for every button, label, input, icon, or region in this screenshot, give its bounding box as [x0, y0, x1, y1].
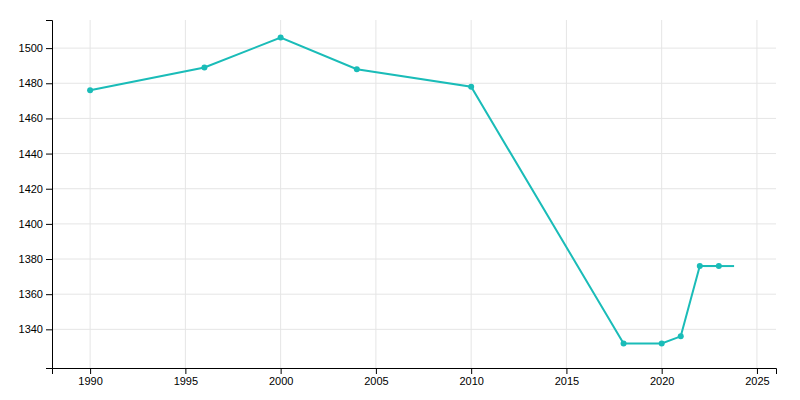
x-axis-line [53, 369, 777, 375]
x-axis-tick-mark [566, 368, 567, 374]
y-axis-tick-mark [46, 329, 52, 330]
y-grid-line [52, 294, 776, 295]
x-axis-tick-mark [376, 368, 377, 374]
y-axis-tick-mark [46, 154, 52, 155]
y-grid-line [52, 83, 776, 84]
y-axis-tick-mark [46, 259, 52, 260]
x-grid-line [566, 20, 567, 368]
x-axis-tick-mark [757, 368, 758, 374]
x-grid-line [661, 20, 662, 368]
y-axis-tick: 1360 [19, 288, 52, 300]
x-axis-tick: 1990 [78, 368, 102, 387]
x-axis-tick: 2000 [269, 368, 293, 387]
point [659, 340, 665, 346]
y-grid-line [52, 188, 776, 189]
y-axis-tick: 1380 [19, 253, 52, 265]
y-axis-line [46, 21, 53, 369]
x-axis-tick-label: 2010 [459, 375, 483, 387]
x-axis-tick-label: 2005 [364, 375, 388, 387]
y-axis-tick-label: 1400 [19, 218, 43, 230]
y-axis: 1340 1360 1380 1400 1420 1440 1460 1480 1500 [19, 21, 53, 369]
y-axis-tick: 1460 [19, 112, 52, 124]
y-axis-tick: 1500 [19, 42, 52, 54]
x-axis-tick-label: 2000 [269, 375, 293, 387]
x-axis-tick-label: 2015 [555, 375, 579, 387]
x-axis-tick-label: 1990 [78, 375, 102, 387]
x-axis-tick-label: 2020 [650, 375, 674, 387]
y-axis-tick-mark [46, 224, 52, 225]
x-axis: 1990 1995 2000 2005 2010 2015 2020 2025 [53, 368, 777, 387]
y-axis-tick: 1340 [19, 323, 52, 335]
x-axis-tick-mark [281, 368, 282, 374]
y-grid-line [52, 259, 776, 260]
y-grid-line [52, 48, 776, 49]
y-axis-tick-label: 1360 [19, 288, 43, 300]
x-axis-tick-mark [662, 368, 663, 374]
grid [52, 20, 776, 368]
y-axis-tick-mark [46, 294, 52, 295]
chart: 1990 1995 2000 2005 2010 2015 2020 2025 1340 1360… [0, 0, 800, 400]
point [716, 263, 722, 269]
point [354, 66, 360, 72]
x-grid-line [471, 20, 472, 368]
x-grid-line [280, 20, 281, 368]
x-axis-tick: 2020 [650, 368, 674, 387]
x-axis-tick-mark [471, 368, 472, 374]
x-axis-tick-label: 1995 [174, 375, 198, 387]
x-axis-tick: 1995 [174, 368, 198, 387]
y-axis-tick: 1480 [19, 77, 52, 89]
x-axis-tick-label: 2025 [745, 375, 769, 387]
point [697, 263, 703, 269]
y-axis-tick-label: 1380 [19, 253, 43, 265]
y-axis-tick: 1400 [19, 218, 52, 230]
y-axis-tick: 1440 [19, 148, 52, 160]
x-axis-tick: 2010 [459, 368, 483, 387]
point [468, 84, 474, 90]
y-axis-tick-label: 1460 [19, 112, 43, 124]
plot-area [87, 35, 734, 347]
y-axis-tick: 1420 [19, 183, 52, 195]
y-axis-tick-label: 1500 [19, 42, 43, 54]
point [201, 64, 207, 70]
line [90, 38, 719, 344]
x-axis-tick: 2025 [745, 368, 769, 387]
y-axis-tick-label: 1340 [19, 323, 43, 335]
y-axis-tick-label: 1420 [19, 183, 43, 195]
y-grid-line [52, 118, 776, 119]
x-grid-line [90, 20, 91, 368]
x-axis-tick: 2015 [555, 368, 579, 387]
x-axis-tick-mark [90, 368, 91, 374]
x-axis-tick-mark [185, 368, 186, 374]
point [87, 87, 93, 93]
y-axis-tick-mark [46, 83, 52, 84]
y-grid-line [52, 223, 776, 224]
y-grid-line [52, 153, 776, 154]
y-axis-tick-mark [46, 189, 52, 190]
point [678, 333, 684, 339]
point [621, 340, 627, 346]
y-axis-tick-mark [46, 48, 52, 49]
point [278, 35, 284, 41]
x-axis-tick: 2005 [364, 368, 388, 387]
y-axis-tick-label: 1480 [19, 77, 43, 89]
y-grid-line [52, 329, 776, 330]
x-grid-line [756, 20, 757, 368]
y-axis-tick-mark [46, 118, 52, 119]
y-axis-tick-label: 1440 [19, 148, 43, 160]
